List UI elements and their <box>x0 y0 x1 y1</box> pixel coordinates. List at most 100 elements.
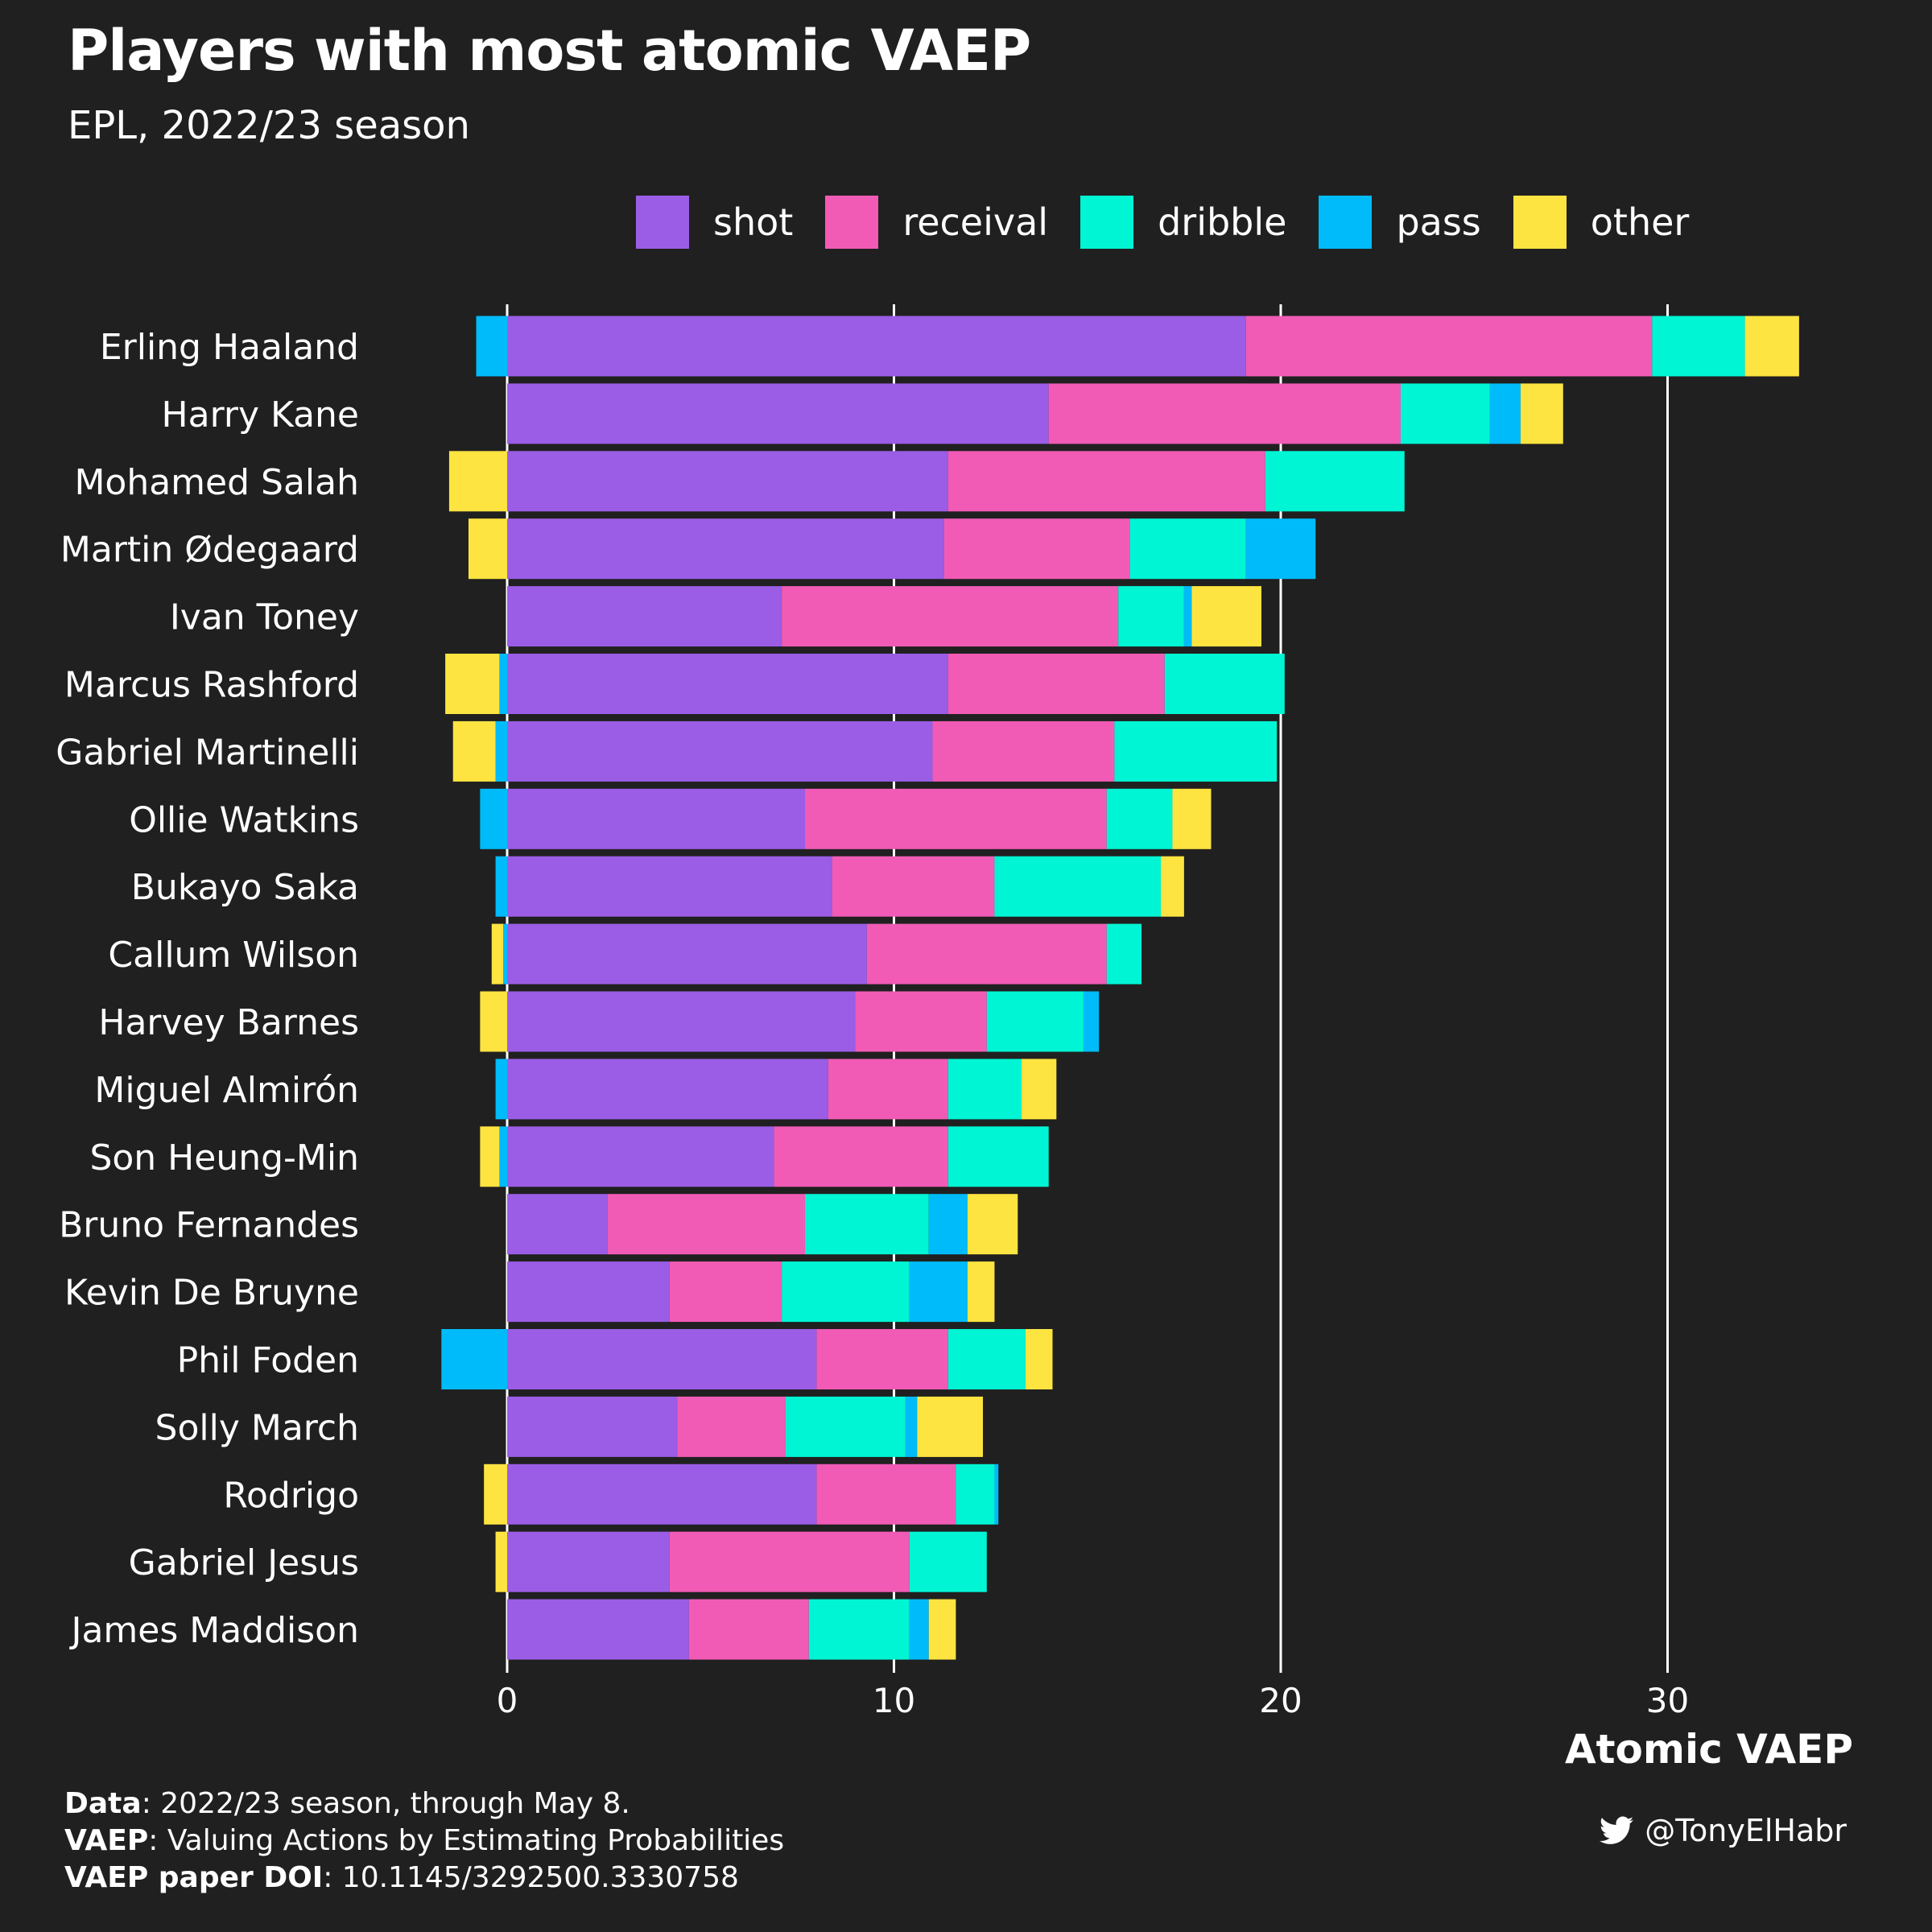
bar-segment-dribble <box>1118 586 1184 647</box>
bar-segment-dribble <box>986 991 1084 1052</box>
bar-segment-dribble <box>1265 451 1405 512</box>
bar-segment-shot <box>507 788 805 849</box>
bar-segment-pass <box>476 316 507 377</box>
caption: Data: 2022/23 season, through May 8. VAE… <box>64 1785 784 1897</box>
bar-segment-dribble <box>1652 316 1745 377</box>
bar-segment-dribble <box>1106 923 1142 985</box>
bar-segment-pass <box>909 1261 968 1323</box>
y-category-label: Phil Foden <box>177 1340 359 1381</box>
y-category-label: Miguel Almirón <box>94 1070 359 1111</box>
bar-segment-pass <box>1083 991 1100 1052</box>
bar-segment-other <box>1161 856 1184 917</box>
bar-segment-pass <box>1489 383 1521 444</box>
bar-segment-dribble <box>1164 654 1285 714</box>
bar-segment-dribble <box>994 856 1162 917</box>
caption-vaep-text: : Valuing Actions by Estimating Probabil… <box>148 1824 785 1857</box>
legend-label-shot: shot <box>713 200 794 244</box>
legend-label-dribble: dribble <box>1158 200 1287 244</box>
legend-swatch-other <box>1513 196 1567 249</box>
y-category-label: Harvey Barnes <box>98 1002 359 1043</box>
chart-subtitle: EPL, 2022/23 season <box>68 103 470 148</box>
bar-segment-shot <box>507 316 1246 377</box>
bar-segment-dribble <box>785 1396 906 1457</box>
x-tick-label: 0 <box>497 1681 518 1720</box>
bar-segment-dribble <box>909 1531 987 1592</box>
bar-segment-dribble <box>956 1463 995 1525</box>
y-category-label: Kevin De Bruyne <box>64 1273 359 1314</box>
bar-segment-other <box>452 720 496 782</box>
bar-segment-other <box>468 518 507 580</box>
bar-segment-pass <box>994 1463 999 1525</box>
x-tick-label: 10 <box>873 1681 915 1720</box>
y-category-label: Gabriel Martinelli <box>56 732 359 773</box>
y-category-label: Ollie Watkins <box>129 799 359 840</box>
bar-segment-receival <box>932 720 1115 782</box>
bar-segment-other <box>967 1194 1018 1255</box>
legend-swatch-shot <box>636 196 689 249</box>
y-category-label: Son Heung-Min <box>89 1137 359 1179</box>
bar-segment-shot <box>507 451 948 512</box>
bar-segment-pass <box>503 923 507 985</box>
y-category-label: Gabriel Jesus <box>129 1542 359 1583</box>
y-category-label: Callum Wilson <box>108 935 359 976</box>
bar-segment-other <box>1520 383 1563 444</box>
bar-segment-other <box>1172 788 1212 849</box>
y-category-label: Martin Ødegaard <box>60 530 359 571</box>
bar-segment-dribble <box>947 1126 1049 1187</box>
y-category-label: Erling Haaland <box>100 327 359 368</box>
bar-segment-shot <box>507 1599 689 1660</box>
x-tick-label: 20 <box>1259 1681 1302 1720</box>
legend-item-dribble: dribble <box>1080 196 1286 249</box>
x-axis-title: Atomic VAEP <box>1565 1726 1853 1773</box>
bar-segment-shot <box>507 720 933 782</box>
bar-segment-dribble <box>1114 720 1278 782</box>
bar-segment-dribble <box>1106 788 1173 849</box>
y-category-label: Rodrigo <box>223 1475 359 1516</box>
bar-segment-receival <box>947 654 1165 714</box>
bar-segment-other <box>1191 586 1261 647</box>
y-category-label: Solly March <box>155 1407 359 1448</box>
bar-segment-other <box>484 1463 507 1525</box>
caption-doi-text: : 10.1145/3292500.3330758 <box>323 1861 739 1894</box>
legend-label-other: other <box>1590 200 1690 244</box>
legend-swatch-pass <box>1319 196 1373 249</box>
bar-segment-pass <box>480 788 507 849</box>
bar-segment-dribble <box>1129 518 1246 580</box>
bar-segment-other <box>480 991 507 1052</box>
bar-segment-shot <box>507 1261 670 1323</box>
bar-segment-receival <box>688 1599 809 1660</box>
bar-segment-other <box>1025 1329 1053 1389</box>
twitter-icon <box>1600 1816 1634 1844</box>
bar-segment-shot <box>507 1194 608 1255</box>
chart-title: Players with most atomic VAEP <box>68 18 1031 84</box>
bar-segment-shot <box>507 1126 774 1187</box>
bar-segment-pass <box>495 856 507 917</box>
bar-segment-receival <box>774 1126 948 1187</box>
caption-doi-line: VAEP paper DOI: 10.1145/3292500.3330758 <box>64 1860 784 1897</box>
caption-data-label: Data <box>64 1787 142 1820</box>
caption-doi-label: VAEP paper DOI <box>64 1861 324 1894</box>
caption-data-text: : 2022/23 season, through May 8. <box>141 1787 630 1820</box>
bar-segment-receival <box>832 856 995 917</box>
bar-segment-receival <box>1048 383 1401 444</box>
bar-segment-shot <box>507 1463 817 1525</box>
bar-segment-other <box>928 1599 956 1660</box>
bar-segment-shot <box>507 1329 817 1389</box>
bar-segment-shot <box>507 654 948 714</box>
y-category-label: Bruno Fernandes <box>59 1205 359 1246</box>
bar-segment-receival <box>943 518 1130 580</box>
bar-segment-pass <box>441 1329 507 1389</box>
legend-swatch-receival <box>825 196 879 249</box>
bar-segment-other <box>495 1531 507 1592</box>
bar-segment-shot <box>507 1059 828 1120</box>
bar-segment-shot <box>507 1396 678 1457</box>
legend-label-pass: pass <box>1396 200 1481 244</box>
bar-segment-receival <box>816 1329 948 1389</box>
bar-segment-other <box>967 1261 995 1323</box>
bar-segment-other <box>917 1396 984 1457</box>
legend-item-pass: pass <box>1319 196 1481 249</box>
bar-segment-other <box>1744 316 1799 377</box>
y-category-label: Marcus Rashford <box>64 665 359 706</box>
legend-item-other: other <box>1513 196 1690 249</box>
bar-segment-shot <box>507 1531 670 1592</box>
